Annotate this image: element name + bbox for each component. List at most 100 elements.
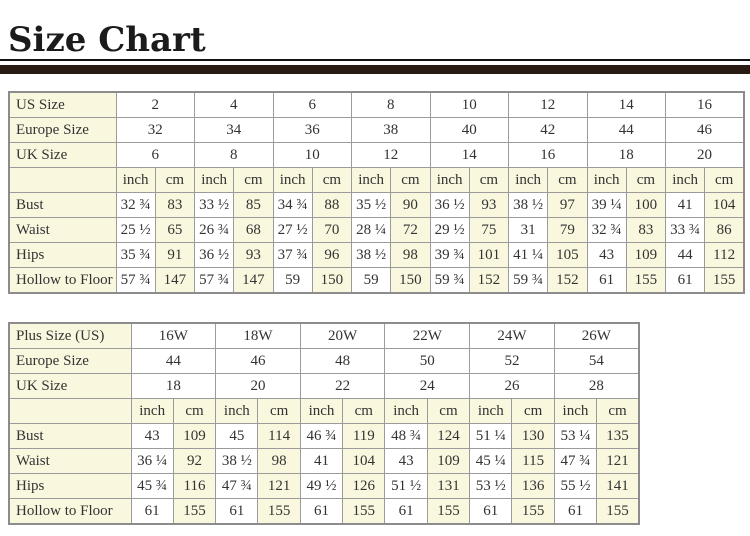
unit-inch-cell: inch [193,167,235,193]
unit-cm-cell: cm [311,167,353,193]
measure-inch-cell: 38 ½ [350,242,392,268]
measure-cm-cell: 155 [172,498,217,525]
row-label: Hollow to Floor [8,267,117,294]
measure-cm-cell: 88 [311,192,353,218]
page-title: Size Chart [8,20,206,60]
measure-cm-cell: 155 [704,267,745,294]
measure-inch-cell: 45 [215,423,259,449]
measure-cm-cell: 101 [468,242,510,268]
size-value-cell: 18W [215,322,301,349]
unit-inch-cell: inch [553,398,598,424]
measure-cm-cell: 136 [511,473,555,499]
measure-cm-cell: 109 [172,423,217,449]
size-value-cell: 46 [215,348,301,374]
measure-cm-cell: 96 [311,242,353,268]
row-label: Plus Size (US) [8,322,132,349]
measure-cm-cell: 75 [468,217,510,243]
measure-cm-cell: 98 [390,242,431,268]
measure-cm-cell: 65 [154,217,196,243]
size-value-cell: 12 [508,91,588,118]
size-value-cell: 22 [299,373,386,399]
measure-inch-cell: 61 [586,267,627,294]
row-label: Waist [8,448,132,474]
measure-inch-cell: 61 [215,498,259,525]
size-value-cell: 8 [194,142,274,168]
unit-cm-cell: cm [233,167,274,193]
size-value-cell: 40 [429,117,509,143]
measure-cm-cell: 121 [257,473,301,499]
measure-cm-cell: 112 [704,242,745,268]
size-value-cell: 42 [508,117,588,143]
measurement-row: Waist 36 ¼ 92 38 ½ 98 41 104 43 109 45 ¼ 115 47 ¾ 12… [8,448,640,474]
measure-inch-cell: 57 ¾ [193,267,235,294]
measure-inch-cell: 53 ½ [469,473,513,499]
unit-inch-cell: inch [586,167,627,193]
unit-inch-cell: inch [469,398,513,424]
measure-inch-cell: 32 ¾ [115,192,156,218]
unit-cm-cell: cm [390,167,431,193]
measure-cm-cell: 109 [426,448,471,474]
size-value-cell: 50 [384,348,471,374]
size-value-cell: 24W [469,322,555,349]
size-value-cell: 10 [429,91,509,118]
measure-inch-cell: 53 ¼ [553,423,598,449]
measure-inch-cell: 32 ¾ [586,217,627,243]
measure-inch-cell: 38 ½ [215,448,259,474]
measure-inch-cell: 28 ¼ [350,217,392,243]
measurement-row: Waist 25 ½ 65 26 ¾ 68 27 ½ 70 28 ¼ 72 29 ½ 75 31 79 3… [8,217,745,243]
size-value-cell: 20 [665,142,745,168]
unit-row: inch cm inch cm inch cm inch cm inch cm inch cm inch… [8,167,745,193]
measure-cm-cell: 155 [257,498,301,525]
measure-inch-cell: 45 ¼ [469,448,513,474]
size-value-cell: 44 [130,348,217,374]
divider-bar [0,65,750,74]
measure-cm-cell: 93 [468,192,510,218]
size-value-cell: 54 [553,348,640,374]
measure-inch-cell: 34 ¾ [272,192,313,218]
size-header-row: UK Size 18 20 22 24 26 28 [8,373,640,399]
measure-inch-cell: 25 ½ [115,217,156,243]
measure-inch-cell: 33 ¾ [664,217,706,243]
measure-cm-cell: 116 [172,473,217,499]
measure-inch-cell: 57 ¾ [115,267,156,294]
row-label: Waist [8,217,117,243]
measure-inch-cell: 36 ½ [193,242,235,268]
measure-inch-cell: 47 ¾ [215,473,259,499]
measure-cm-cell: 152 [547,267,588,294]
measure-cm-cell: 141 [596,473,640,499]
measure-cm-cell: 119 [342,423,386,449]
measure-cm-cell: 114 [257,423,301,449]
measure-cm-cell: 152 [468,267,510,294]
measure-inch-cell: 37 ¾ [272,242,313,268]
measure-cm-cell: 155 [342,498,386,525]
unit-cm-cell: cm [154,167,196,193]
measure-cm-cell: 98 [257,448,301,474]
measure-inch-cell: 38 ½ [507,192,549,218]
unit-inch-cell: inch [507,167,549,193]
size-value-cell: 48 [299,348,386,374]
measure-inch-cell: 46 ¾ [299,423,344,449]
size-value-cell: 10 [272,142,352,168]
measure-inch-cell: 33 ½ [193,192,235,218]
measure-cm-cell: 104 [704,192,745,218]
unit-inch-cell: inch [299,398,344,424]
measure-inch-cell: 35 ¾ [115,242,156,268]
size-value-cell: 16W [130,322,217,349]
measure-cm-cell: 68 [233,217,274,243]
size-value-cell: 18 [586,142,666,168]
measure-cm-cell: 105 [547,242,588,268]
measure-cm-cell: 126 [342,473,386,499]
measure-inch-cell: 36 ¼ [130,448,174,474]
measure-inch-cell: 61 [553,498,598,525]
measure-inch-cell: 47 ¾ [553,448,598,474]
measure-cm-cell: 150 [390,267,431,294]
measure-inch-cell: 61 [130,498,174,525]
size-value-cell: 20W [299,322,386,349]
size-header-row: US Size 2 4 6 8 10 12 14 16 [8,91,745,118]
measure-cm-cell: 104 [342,448,386,474]
measure-cm-cell: 147 [154,267,196,294]
unit-cm-cell: cm [704,167,745,193]
measure-cm-cell: 124 [426,423,471,449]
row-label: Hips [8,242,117,268]
